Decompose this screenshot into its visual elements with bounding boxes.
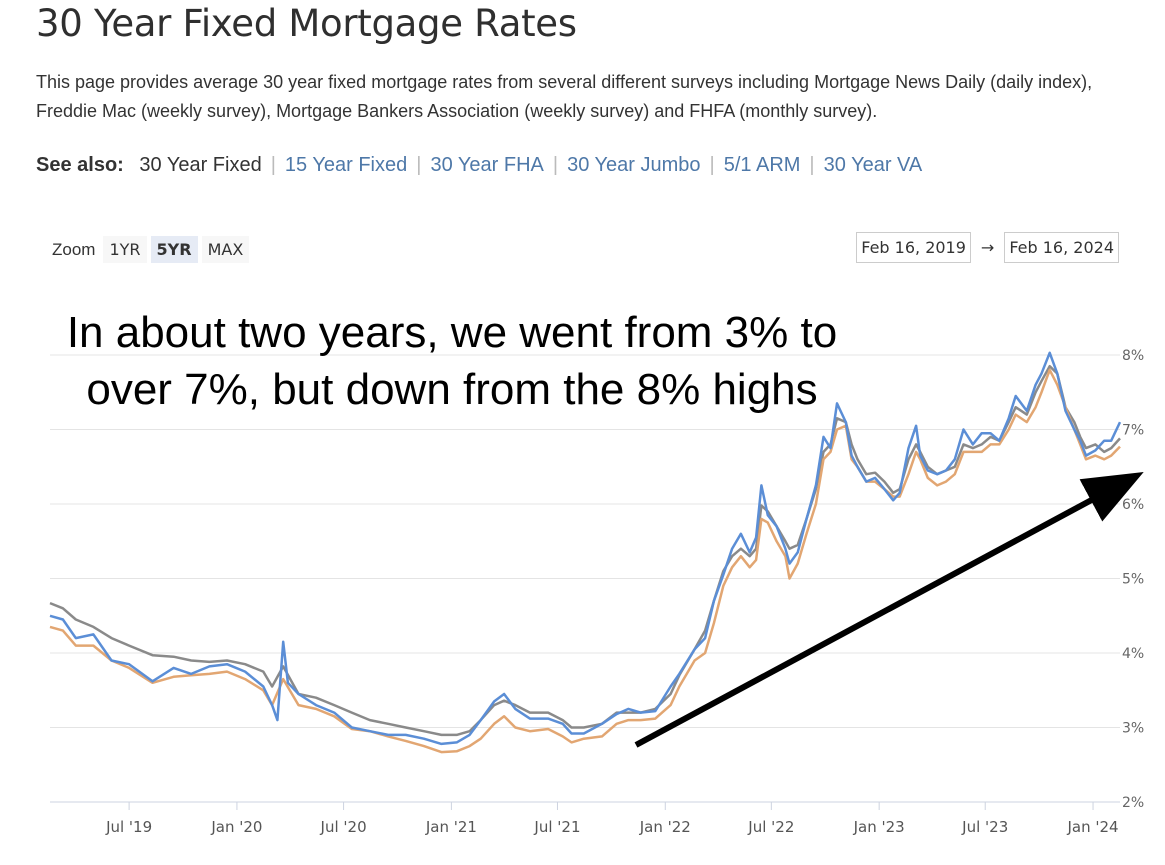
see-also-separator: | <box>552 154 559 176</box>
series-line-freddie <box>49 368 1121 754</box>
page-intro: This page provides average 30 year fixed… <box>36 72 1093 121</box>
y-tick-label: 2% <box>1122 795 1144 811</box>
see-also-separator: | <box>809 154 815 176</box>
see-also-link-30-year-jumbo[interactable]: 30 Year Jumbo <box>567 154 701 176</box>
see-also-separator: | <box>416 154 422 176</box>
mortgage-rate-chart: 2% 3% 4% 5% 6% 7% 8% Jul '19 Jan '20 Jul '20 Jan … <box>49 348 1144 836</box>
x-tick-label: Jul '21 <box>533 818 580 836</box>
x-tick-label: Jan '24 <box>1066 818 1118 836</box>
date-range: Feb 16, 2019 → Feb 16, 2024 <box>856 232 1119 263</box>
see-also-link-5-1-arm[interactable]: 5/1 ARM <box>723 154 801 176</box>
x-tick-label: Jul '22 <box>747 818 794 836</box>
page-title: 30 Year Fixed Mortgage Rates <box>36 2 577 45</box>
see-also-links: 30 Year Fixed | 15 Year Fixed | 30 Year FHA |… <box>139 154 922 176</box>
x-tick-label: Jul '19 <box>105 818 152 836</box>
x-tick-label: Jul '23 <box>961 818 1008 836</box>
trend-arrow <box>634 471 1144 748</box>
y-tick-label: 4% <box>1122 646 1144 662</box>
see-also-link-15-year-fixed[interactable]: 15 Year Fixed <box>284 154 408 176</box>
zoom-controls: Zoom 1YR 5YR MAX <box>52 236 253 263</box>
x-tick-label: Jan '23 <box>853 818 905 836</box>
series-line-mnd <box>49 351 1122 746</box>
see-also-link-30-year-va[interactable]: 30 Year VA <box>823 154 923 176</box>
y-tick-label: 6% <box>1122 497 1144 513</box>
zoom-label: Zoom <box>52 239 96 259</box>
x-tick-label: Jul '20 <box>320 818 367 836</box>
x-tick-label: Jan '21 <box>425 818 477 836</box>
zoom-1yr-button[interactable]: 1YR <box>103 236 147 263</box>
see-also-link-30-year-fixed: 30 Year Fixed <box>139 154 262 176</box>
x-tick-label: Jan '22 <box>639 818 691 836</box>
x-tick-label: Jan '20 <box>210 818 262 836</box>
see-also-bar: See also: 30 Year Fixed | 15 Year Fixed | 30… <box>36 154 922 177</box>
zoom-5yr-button[interactable]: 5YR <box>150 236 198 263</box>
range-to-input[interactable]: Feb 16, 2024 <box>1004 232 1119 263</box>
see-also-separator: | <box>270 154 276 176</box>
series-line-mba <box>49 364 1121 737</box>
chart-annotation: In about two years, we went from 3% to o… <box>66 308 838 414</box>
range-from-input[interactable]: Feb 16, 2019 <box>856 232 971 263</box>
y-tick-label: 5% <box>1122 572 1144 588</box>
see-also-label: See also: <box>36 154 124 176</box>
range-arrow: → <box>980 238 995 257</box>
zoom-max-button[interactable]: MAX <box>201 236 250 263</box>
see-also-link-30-year-fha[interactable]: 30 Year FHA <box>430 154 544 176</box>
see-also-separator: | <box>709 154 715 176</box>
y-tick-label: 3% <box>1122 721 1144 737</box>
y-tick-label: 8% <box>1122 348 1144 364</box>
y-tick-label: 7% <box>1122 423 1144 439</box>
